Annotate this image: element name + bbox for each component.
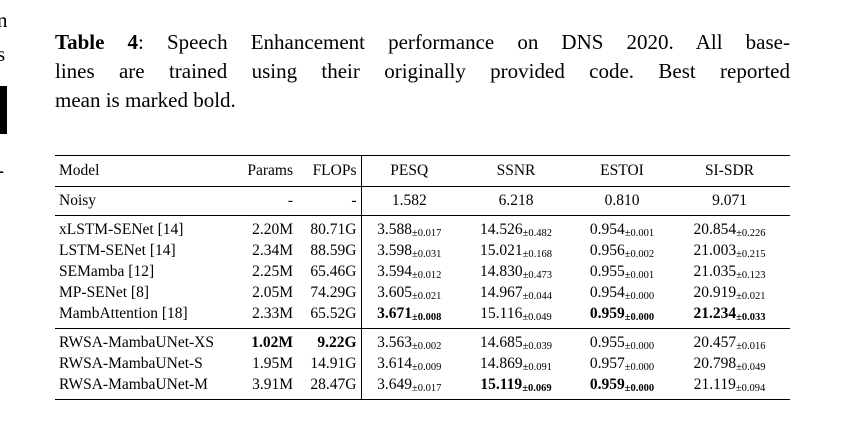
- cell-ssnr: 14.526±0.482: [479, 221, 552, 239]
- cell-model: MP-SENet [8]: [59, 284, 149, 301]
- cell-si-sdr: 20.919±0.021: [693, 284, 766, 302]
- cell-pesq: 3.605±0.021: [377, 284, 442, 302]
- cell-params: 2.20M: [252, 221, 293, 238]
- cell-si-sdr: 20.854±0.226: [693, 221, 766, 239]
- cell-flops: 80.71G: [297, 215, 362, 241]
- col-header-model: Model: [55, 155, 235, 187]
- cell-estoi: 0.957±0.000: [589, 355, 655, 373]
- cell-ssnr: 14.869±0.091: [479, 355, 552, 373]
- cell-flops: 65.52G: [297, 303, 362, 329]
- cell-pesq: 3.588±0.017: [377, 221, 442, 239]
- caption-table-label: Table 4: [55, 30, 139, 54]
- cell-estoi: 0.956±0.002: [589, 242, 655, 260]
- cell-flops: 65.46G: [297, 261, 362, 283]
- cell-flops: 74.29G: [297, 282, 362, 304]
- table-row: RWSA-MambaUNet-XS 1.02M 9.22G 3.563±0.002 14…: [55, 328, 790, 354]
- cell-params: 2.33M: [235, 303, 297, 329]
- cell-si-sdr: 21.003±0.215: [693, 242, 766, 260]
- row-group-baselines: xLSTM-SENet [14] 2.20M 80.71G 3.588±0.017 14…: [55, 215, 790, 329]
- cell-si-sdr: 21.035±0.123: [693, 263, 766, 281]
- table-row: LSTM-SENet [14] 2.34M 88.59G 3.598±0.031 15.…: [55, 240, 790, 262]
- table-row: Noisy - -1.582 6.218 0.810 9.071: [55, 186, 790, 216]
- left-column-bar: [0, 86, 7, 134]
- row-group-noisy: Noisy - -1.582 6.218 0.810 9.071: [55, 186, 790, 216]
- cell-model: SEMamba [12]: [59, 263, 155, 280]
- cell-estoi: 0.954±0.000: [589, 284, 655, 302]
- cell-pesq: 3.598±0.031: [377, 242, 442, 260]
- cell-si-sdr: 9.071: [669, 186, 790, 216]
- cell-model: RWSA-MambaUNet-S: [59, 355, 203, 372]
- cell-params: 2.25M: [252, 263, 293, 280]
- cell-ssnr: 14.685±0.039: [479, 334, 552, 352]
- col-header-ssnr: SSNR: [457, 155, 575, 187]
- cell-model: RWSA-MambaUNet-M: [59, 376, 208, 393]
- cell-estoi: 0.954±0.001: [589, 221, 655, 239]
- cell-flops: 14.91G: [297, 353, 362, 375]
- cell-si-sdr: 21.234±0.033: [669, 303, 790, 329]
- cell-ssnr: 14.830±0.473: [479, 263, 552, 281]
- cell-flops: 88.59G: [297, 240, 362, 262]
- cell-estoi: 0.959±0.000: [589, 376, 655, 394]
- cell-pesq: 3.563±0.002: [377, 334, 442, 352]
- cell-pesq: 3.594±0.012: [377, 263, 442, 281]
- results-table: Model Params FLOPs PESQ SSNR ESTOI SI-SDR Noisy…: [55, 155, 790, 400]
- cell-params: 2.05M: [252, 284, 293, 301]
- cell-si-sdr: 21.119±0.094: [693, 376, 766, 394]
- table-row: RWSA-MambaUNet-S 1.95M 14.91G 3.614±0.009 14…: [55, 353, 790, 375]
- cell-pesq: 3.671±0.008: [361, 303, 457, 329]
- table-caption: Table 4: Speech Enhancement performance …: [55, 28, 790, 115]
- cell-si-sdr: 20.457±0.016: [693, 334, 766, 352]
- cell-model: RWSA-MambaUNet-XS: [59, 334, 214, 351]
- cell-model: MambAttention [18]: [55, 303, 235, 329]
- cell-model: xLSTM-SENet [14]: [59, 221, 184, 238]
- cell-flops: 9.22G: [297, 328, 362, 354]
- cell-flops: 28.47G: [297, 374, 362, 400]
- col-header-pesq: PESQ: [361, 155, 457, 187]
- caption-line: Table 4: Speech Enhancement performance …: [55, 28, 790, 57]
- cell-flops: -: [297, 186, 362, 216]
- cell-pesq: 3.614±0.009: [377, 355, 442, 373]
- cell-estoi: 0.959±0.000: [575, 303, 669, 329]
- left-column-fragment: -: [0, 158, 4, 183]
- cell-pesq: 1.582: [361, 186, 457, 216]
- cell-params: 1.02M: [251, 334, 293, 351]
- cell-params: 2.34M: [252, 242, 293, 259]
- col-header-estoi: ESTOI: [575, 155, 669, 187]
- cell-ssnr: 15.116±0.049: [457, 303, 575, 329]
- row-group-proposed: RWSA-MambaUNet-XS 1.02M 9.22G 3.563±0.002 14…: [55, 328, 790, 400]
- table-row: SEMamba [12] 2.25M 65.46G 3.594±0.012 14.830…: [55, 261, 790, 283]
- table-row: MambAttention [18] 2.33M 65.52G 3.671±0.008…: [55, 303, 790, 329]
- table-row: xLSTM-SENet [14] 2.20M 80.71G 3.588±0.017 14…: [55, 215, 790, 241]
- paper-column: Table 4: Speech Enhancement performance …: [55, 28, 790, 400]
- left-column-fragment: s: [0, 42, 6, 66]
- cell-estoi: 0.955±0.000: [589, 334, 655, 352]
- cell-estoi: 0.810: [575, 186, 669, 216]
- header-row: Model Params FLOPs PESQ SSNR ESTOI SI-SDR: [55, 155, 790, 187]
- cell-si-sdr: 20.798±0.049: [693, 355, 766, 373]
- cell-pesq: 3.649±0.017: [377, 376, 442, 394]
- left-column-fragment: n: [0, 8, 8, 32]
- col-header-params: Params: [235, 155, 297, 187]
- table-row: RWSA-MambaUNet-M 3.91M 28.47G 3.649±0.017 15…: [55, 374, 790, 400]
- cell-params: -: [235, 186, 297, 216]
- cell-ssnr: 15.021±0.168: [479, 242, 552, 260]
- cell-ssnr: 15.119±0.069: [480, 376, 552, 394]
- caption-line: mean is marked bold.: [55, 88, 236, 112]
- cell-ssnr: 6.218: [457, 186, 575, 216]
- cell-estoi: 0.955±0.001: [589, 263, 655, 281]
- caption-text: : Speech Enhancement performance on DNS …: [138, 30, 790, 54]
- cell-ssnr: 14.967±0.044: [479, 284, 552, 302]
- cell-model: LSTM-SENet [14]: [59, 242, 176, 259]
- table-row: MP-SENet [8] 2.05M 74.29G 3.605±0.021 14.967…: [55, 282, 790, 304]
- col-header-flops: FLOPs: [297, 155, 362, 187]
- cell-params: 1.95M: [252, 355, 293, 372]
- cell-model: Noisy: [55, 186, 235, 216]
- cell-params: 3.91M: [252, 376, 293, 393]
- caption-line: lines are trained using their originally…: [55, 59, 790, 83]
- col-header-si-sdr: SI-SDR: [669, 155, 790, 187]
